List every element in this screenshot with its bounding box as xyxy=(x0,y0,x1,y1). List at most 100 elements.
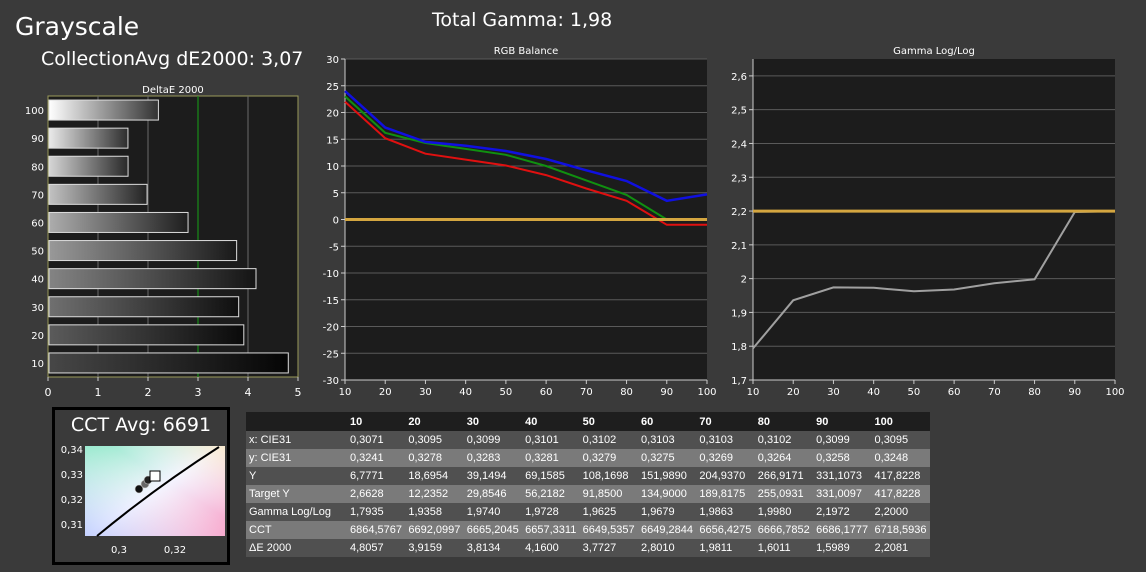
table-cell: 4,1600 xyxy=(522,539,580,557)
table-cell: 12,2352 xyxy=(405,485,464,503)
table-cell: 2,8010 xyxy=(638,539,697,557)
table-header-row: 10 20 30 40 50 60 70 80 90 100 xyxy=(246,412,930,431)
category-label: 10 xyxy=(31,359,44,370)
x-tick-label: 0,32 xyxy=(164,545,186,556)
y-tick-label: 15 xyxy=(326,135,339,146)
x-tick-label: 70 xyxy=(580,387,593,398)
x-tick-label: 30 xyxy=(419,387,432,398)
chart-title: Gamma Log/Log xyxy=(893,46,975,57)
category-label: 60 xyxy=(31,218,44,229)
y-tick-label: 2 xyxy=(741,275,747,286)
table-cell: 6665,2045 xyxy=(463,521,523,539)
x-tick-label: 2 xyxy=(145,386,152,399)
bar xyxy=(48,155,129,177)
table-cell: 2,1972 xyxy=(813,503,872,521)
page-title: Grayscale xyxy=(15,12,140,41)
y-tick-label: 0,32 xyxy=(61,495,83,506)
category-label: 90 xyxy=(31,134,44,145)
table-cell: 0,3099 xyxy=(813,431,872,449)
target-whitepoint xyxy=(149,470,161,482)
x-tick-label: 40 xyxy=(459,387,472,398)
category-label: 50 xyxy=(31,247,44,258)
row-label: y: CIE31 xyxy=(246,449,347,467)
table-cell: 39,1494 xyxy=(463,467,523,485)
y-tick-label: 0,34 xyxy=(61,445,83,456)
cct-title: CCT Avg: 6691 xyxy=(70,414,212,436)
x-tick-label: 1 xyxy=(95,386,102,399)
x-tick-label: 10 xyxy=(747,387,760,398)
x-tick-label: 60 xyxy=(540,387,553,398)
y-tick-label: 30 xyxy=(326,55,339,66)
bar xyxy=(48,324,245,346)
table-row: y: CIE31 0,3241 0,3278 0,3283 0,3281 0,3279 0,… xyxy=(246,449,930,467)
table-cell: 6864,5767 xyxy=(347,521,406,539)
table-cell: 29,8546 xyxy=(463,485,523,503)
table-cell: 1,9679 xyxy=(638,503,697,521)
table-header-cell: 70 xyxy=(696,412,755,431)
x-tick-label: 50 xyxy=(908,387,921,398)
table-cell: 0,3278 xyxy=(405,449,464,467)
x-tick-label: 100 xyxy=(1105,387,1124,398)
series-line-blue xyxy=(344,90,708,203)
table-cell: 417,8228 xyxy=(871,467,930,485)
table-cell: 6,7771 xyxy=(347,467,406,485)
y-tick-label: 1,8 xyxy=(731,342,747,353)
table-cell: 0,3101 xyxy=(522,431,580,449)
table-cell: 0,3269 xyxy=(696,449,755,467)
table-header-cell: 60 xyxy=(638,412,697,431)
series-line-green xyxy=(344,95,707,221)
y-tick-label: 20 xyxy=(326,109,339,120)
table-row: ΔE 2000 4,8057 3,9159 3,8134 4,1600 3,7727 2,8… xyxy=(246,539,930,557)
chart-title: RGB Balance xyxy=(494,46,559,57)
table-cell: 6686,1777 xyxy=(813,521,872,539)
y-tick-label: 25 xyxy=(326,82,339,93)
table-cell: 6666,7852 xyxy=(754,521,814,539)
y-tick-label: 0 xyxy=(333,216,339,227)
x-tick-label: 90 xyxy=(660,387,673,398)
table-header-cell xyxy=(246,412,347,431)
x-tick-label: 50 xyxy=(500,387,513,398)
x-tick-label: 3 xyxy=(195,386,202,399)
x-tick-label: 10 xyxy=(339,387,352,398)
row-label: x: CIE31 xyxy=(246,431,347,449)
table-cell: 0,3102 xyxy=(754,431,814,449)
row-label: ΔE 2000 xyxy=(246,539,347,557)
collection-avg-title: CollectionAvg dE2000: 3,07 xyxy=(41,48,304,70)
table-cell: 0,3103 xyxy=(638,431,697,449)
y-tick-label: 5 xyxy=(333,189,339,200)
x-tick-label: 20 xyxy=(379,387,392,398)
table-cell: 6692,0997 xyxy=(405,521,464,539)
table-cell: 0,3281 xyxy=(522,449,580,467)
table-row: Y 6,7771 18,6954 39,1494 69,1585 108,1698 151,… xyxy=(246,467,930,485)
table-cell: 1,9625 xyxy=(579,503,639,521)
table-cell: 3,9159 xyxy=(405,539,464,557)
plot-area xyxy=(753,59,1115,380)
x-tick-label: 4 xyxy=(245,386,252,399)
y-tick-label: 1,9 xyxy=(731,308,747,319)
y-tick-label: 10 xyxy=(326,162,339,173)
cct-diagram: 0,34 0,33 0,32 0,31 0,3 0,32 xyxy=(61,445,225,556)
x-tick-label: 70 xyxy=(988,387,1001,398)
y-tick-label: -30 xyxy=(323,376,339,387)
table-cell: 69,1585 xyxy=(522,467,580,485)
deltae-chart: DeltaE 2000 0 1 2 3 4 5 100 90 80 70 60 50 40 30 20 10 xyxy=(25,85,302,399)
table-row: Gamma Log/Log 1,7935 1,9358 1,9740 1,9728 1,9… xyxy=(246,503,930,521)
bar xyxy=(48,183,148,205)
y-tick-label: -15 xyxy=(323,296,339,307)
y-tick-label: 2,5 xyxy=(731,106,747,117)
table-cell: 4,8057 xyxy=(347,539,406,557)
y-tick-label: 2,2 xyxy=(731,207,747,218)
table-cell: 2,6628 xyxy=(347,485,406,503)
x-tick-label: 0 xyxy=(45,386,52,399)
bar xyxy=(48,296,240,318)
table-cell: 255,0931 xyxy=(754,485,814,503)
y-tick-label: -20 xyxy=(323,323,339,334)
table-cell: 1,9728 xyxy=(522,503,580,521)
table-cell: 0,3095 xyxy=(405,431,464,449)
table-cell: 204,9370 xyxy=(696,467,755,485)
y-tick-label: -25 xyxy=(323,349,339,360)
x-tick-label: 5 xyxy=(295,386,302,399)
table-header-cell: 10 xyxy=(347,412,406,431)
table-row: CCT 6864,5767 6692,0997 6665,2045 6657,3311 6… xyxy=(246,521,930,539)
x-tick-label: 0,3 xyxy=(111,545,127,556)
